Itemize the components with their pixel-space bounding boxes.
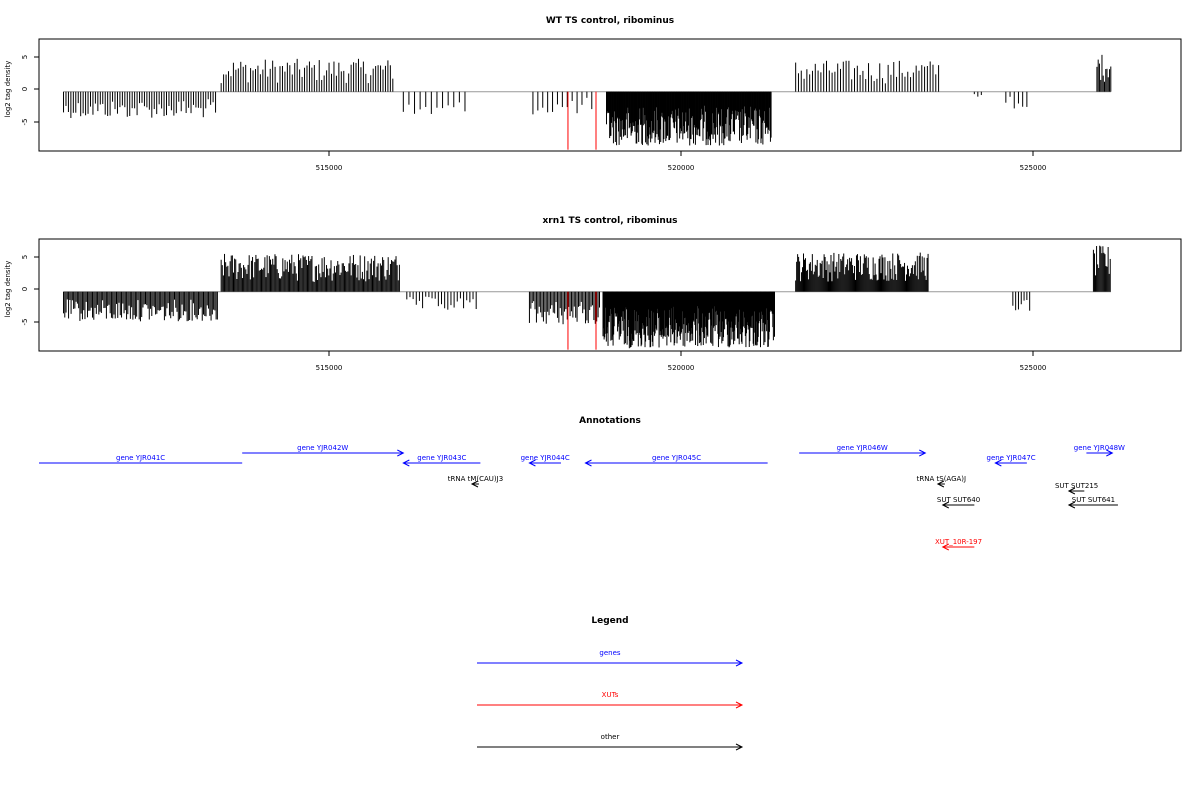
legend: Legend genes XUTs other: [477, 616, 744, 751]
annotation-feature: gene YJR047C: [987, 454, 1036, 467]
annotation-feature: SUT SUT215: [1055, 482, 1098, 495]
legend-item: genes: [477, 649, 744, 667]
x-tick-label: 515000: [316, 164, 343, 172]
legend-title: Legend: [591, 616, 628, 626]
arrow-head: [735, 743, 744, 751]
y-tick-label: 5: [21, 255, 29, 259]
y-axis-label: log2 tag density: [4, 261, 12, 318]
annotation-feature: gene YJR041C: [39, 454, 243, 464]
annotation-feature: SUT SUT640: [937, 496, 980, 509]
y-tick-label: -5: [21, 319, 29, 326]
feature-label: gene YJR047C: [987, 454, 1036, 462]
arrow-head: [528, 459, 536, 467]
annotation-feature: gene YJR044C: [521, 454, 570, 467]
plot-frame: [38, 38, 1182, 152]
feature-label: gene YJR044C: [521, 454, 570, 462]
arrow-head: [1067, 501, 1076, 509]
arrow-head: [397, 449, 405, 457]
track-panel-wt: WT TS control, ribominus log2 tag densit…: [4, 16, 1182, 172]
feature-label: gene YJR042W: [297, 444, 348, 452]
arrow-head: [1106, 449, 1114, 457]
y-tick-label: 0: [21, 287, 29, 291]
panel-title: WT TS control, ribominus: [546, 16, 674, 26]
arrow-head: [402, 459, 410, 467]
y-axis: 5 0 -5: [21, 55, 39, 126]
feature-label: tRNA tS(AGA)J: [917, 475, 966, 483]
feature-label: gene YJR043C: [417, 454, 466, 462]
y-axis-label: log2 tag density: [4, 61, 12, 118]
arrow-head: [941, 543, 950, 551]
annotation-feature: tRNA tS(AGA)J: [917, 475, 966, 488]
feature-label: SUT SUT215: [1055, 482, 1098, 490]
bars-group: [63, 245, 1111, 349]
feature-label: gene YJR045C: [652, 454, 701, 462]
y-tick-label: -5: [21, 119, 29, 126]
legend-label: genes: [599, 649, 620, 657]
arrow-head: [470, 480, 479, 488]
x-axis: 515000 520000 525000: [316, 351, 1047, 372]
x-tick-label: 525000: [1020, 364, 1047, 372]
x-axis: 515000 520000 525000: [316, 151, 1047, 172]
x-tick-label: 515000: [316, 364, 343, 372]
annotations-title: Annotations: [579, 416, 641, 426]
bars-group: [63, 54, 1112, 146]
annotation-feature: gene YJR046W: [799, 444, 927, 457]
arrow-head: [735, 659, 744, 667]
y-axis: 5 0 -5: [21, 255, 39, 326]
arrow-head: [936, 480, 945, 488]
arrow-head: [994, 459, 1002, 467]
panel-title: xrn1 TS control, ribominus: [542, 216, 677, 226]
feature-label: tRNA tM(CAU)J3: [448, 475, 503, 483]
annotation-features: gene YJR041C gene YJR042W gene YJR043C gene…: [39, 444, 1125, 551]
annotation-feature: gene YJR048W: [1074, 444, 1125, 457]
arrow-head: [919, 449, 927, 457]
arrow-head: [584, 459, 592, 467]
feature-label: gene YJR048W: [1074, 444, 1125, 452]
legend-item: other: [477, 733, 744, 751]
track-panel-xrn1: xrn1 TS control, ribominus log2 tag dens…: [4, 216, 1182, 372]
arrow-head: [941, 501, 950, 509]
legend-label: other: [601, 733, 620, 741]
plot-frame: [38, 238, 1182, 352]
legend-item: XUTs: [477, 691, 744, 709]
y-tick-label: 0: [21, 87, 29, 91]
feature-label: SUT SUT640: [937, 496, 980, 504]
feature-label: gene YJR046W: [837, 444, 888, 452]
annotation-feature: gene YJR045C: [584, 454, 768, 467]
x-tick-label: 525000: [1020, 164, 1047, 172]
x-tick-label: 520000: [668, 364, 695, 372]
legend-items: genes XUTs other: [477, 649, 744, 751]
highlight-group: [567, 91, 597, 150]
x-tick-label: 520000: [668, 164, 695, 172]
annotation-feature: XUT_10R-197: [935, 538, 982, 551]
annotation-feature: gene YJR043C: [402, 454, 481, 467]
feature-label: gene YJR041C: [116, 454, 165, 462]
annotation-feature: gene YJR042W: [242, 444, 405, 457]
arrow-head: [735, 701, 744, 709]
annotation-feature: tRNA tM(CAU)J3: [448, 475, 503, 488]
feature-label: XUT_10R-197: [935, 538, 982, 546]
arrow-head: [1067, 487, 1076, 495]
highlight-group: [567, 291, 597, 350]
legend-label: XUTs: [602, 691, 619, 699]
feature-label: SUT SUT641: [1072, 496, 1115, 504]
y-tick-label: 5: [21, 55, 29, 59]
annotation-feature: SUT SUT641: [1067, 496, 1118, 509]
